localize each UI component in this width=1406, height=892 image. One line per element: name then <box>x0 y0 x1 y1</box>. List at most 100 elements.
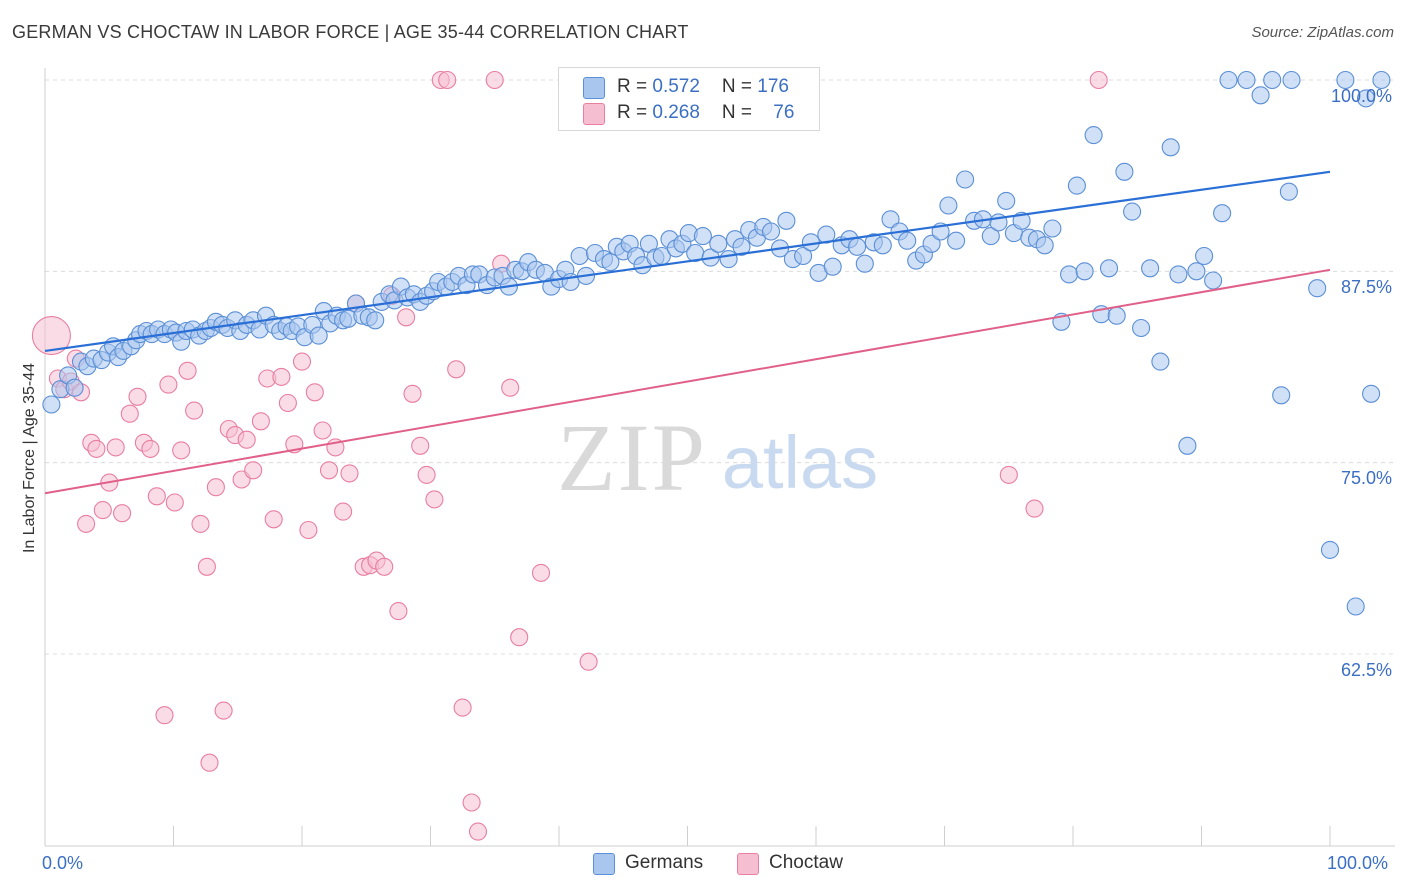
germans-point <box>855 254 874 273</box>
chart-title: GERMAN VS CHOCTAW IN LABOR FORCE | AGE 3… <box>12 22 689 42</box>
choctaw-point <box>159 375 178 394</box>
germans-point <box>1115 162 1134 181</box>
germans-point <box>1372 70 1391 90</box>
germans-point <box>1362 384 1381 403</box>
germans-point <box>956 170 975 189</box>
choctaw-point <box>185 401 204 420</box>
source-label: Source: ZipAtlas.com <box>1251 24 1394 41</box>
y-tick-75: 75.0% <box>1340 468 1392 488</box>
legend-choctaw-n-value: 76 <box>773 102 795 123</box>
germans-point <box>1320 540 1340 559</box>
legend-choctaw-r-label: R = <box>617 102 653 123</box>
watermark-atlas: atlas <box>722 421 878 504</box>
choctaw-point <box>264 510 283 529</box>
germans-point <box>1107 306 1126 325</box>
choctaw-point <box>501 378 520 397</box>
germans-point <box>1060 265 1079 284</box>
germans-point <box>366 311 385 330</box>
choctaw-point <box>106 438 125 457</box>
choctaw-point <box>244 461 263 480</box>
choctaw-point <box>292 352 312 371</box>
choctaw-swatch <box>583 103 605 125</box>
germans-point <box>570 246 589 266</box>
germans-point <box>823 257 842 276</box>
germans-point <box>1169 265 1188 284</box>
choctaw-point <box>251 412 270 431</box>
choctaw-point <box>462 793 481 812</box>
germans-point <box>1237 70 1256 90</box>
germans-point <box>1279 182 1298 201</box>
legend-germans-text: R = 0.572 N = 176 <box>617 76 789 98</box>
germans-legend-label: Germans <box>625 852 704 873</box>
choctaw-point <box>334 502 353 521</box>
legend-germans-r-value: 0.572 <box>652 76 700 97</box>
germans-points <box>42 70 1391 616</box>
correlation-legend: R = 0.572 N = 176 R = 0.268 N = 76 <box>558 67 820 131</box>
choctaw-point <box>299 520 318 540</box>
germans-point <box>719 250 738 269</box>
germans-point <box>1308 279 1327 298</box>
choctaw-point <box>93 501 112 520</box>
choctaw-point <box>438 70 457 90</box>
choctaw-point <box>128 387 147 406</box>
germans-point <box>1356 89 1376 108</box>
legend-germans-n-value: 176 <box>757 76 789 97</box>
choctaw-point <box>340 464 359 483</box>
choctaw-point <box>172 441 191 460</box>
choctaw-point <box>313 421 332 440</box>
choctaw-point <box>999 465 1018 484</box>
germans-point <box>939 196 958 215</box>
choctaw-point <box>375 557 394 576</box>
germans-point <box>947 231 966 250</box>
choctaw-point <box>468 822 488 841</box>
choctaw-point <box>305 383 324 402</box>
germans-point <box>601 253 620 272</box>
germans-point <box>1213 204 1232 223</box>
germans-point <box>1099 259 1119 278</box>
germans-point <box>65 378 84 397</box>
choctaw-point <box>120 404 139 423</box>
choctaw-point <box>453 698 472 717</box>
choctaw-point <box>397 308 416 327</box>
germans-point <box>1187 262 1206 281</box>
legend-choctaw-n-label: N = <box>721 102 758 123</box>
choctaw-point <box>319 461 339 480</box>
choctaw-point <box>197 557 216 576</box>
germans-point <box>777 211 796 230</box>
germans-point <box>1251 86 1270 105</box>
germans-point <box>881 210 900 229</box>
germans-point <box>1075 262 1094 281</box>
germans-point <box>1043 219 1062 238</box>
x-tick-max: 100.0% <box>1327 853 1389 873</box>
choctaw-point <box>178 361 197 380</box>
choctaw-point <box>141 439 160 458</box>
germans-swatch <box>583 77 605 99</box>
choctaw-point <box>206 478 225 497</box>
choctaw-point <box>237 430 256 449</box>
germans-point <box>709 234 728 253</box>
legend-choctaw-r-value: 0.268 <box>652 102 700 123</box>
choctaw-point <box>77 514 96 533</box>
choctaw-point <box>531 563 551 582</box>
legend-choctaw-text: R = 0.268 N = 76 <box>617 102 794 124</box>
choctaw-point <box>191 514 210 533</box>
choctaw-legend-swatch <box>737 853 759 875</box>
choctaw-point <box>165 493 184 512</box>
germans-point <box>1178 436 1197 455</box>
germans-point <box>1035 236 1054 255</box>
choctaw-trend-line <box>44 268 1331 495</box>
germans-point <box>1346 597 1365 616</box>
germans-point <box>1282 70 1301 90</box>
germans-point <box>794 246 813 266</box>
grid-lines <box>45 79 1395 655</box>
germans-point <box>1336 70 1355 90</box>
choctaw-point <box>87 439 106 458</box>
germans-point <box>1132 318 1151 338</box>
germans-point <box>1219 70 1238 90</box>
trend-lines <box>44 170 1331 495</box>
choctaw-point <box>272 367 291 386</box>
choctaw-point <box>155 706 174 725</box>
germans-point <box>1161 138 1180 157</box>
germans-point <box>981 227 1000 246</box>
